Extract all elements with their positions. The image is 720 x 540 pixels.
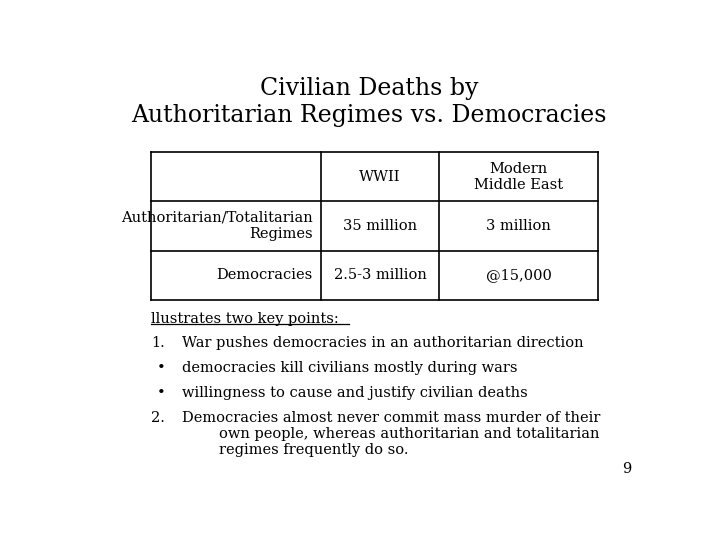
Text: •: • [157,386,166,400]
Text: 2.: 2. [151,411,166,425]
Text: •: • [157,361,166,375]
Text: Civilian Deaths by
Authoritarian Regimes vs. Democracies: Civilian Deaths by Authoritarian Regimes… [131,77,607,127]
Text: 9: 9 [622,462,631,476]
Text: willingness to cause and justify civilian deaths: willingness to cause and justify civilia… [182,386,528,400]
Text: Authoritarian/Totalitarian
Regimes: Authoritarian/Totalitarian Regimes [121,211,312,241]
Text: Democracies: Democracies [217,268,312,282]
Text: 1.: 1. [151,336,165,350]
Text: 2.5-3 million: 2.5-3 million [334,268,426,282]
Text: democracies kill civilians mostly during wars: democracies kill civilians mostly during… [182,361,518,375]
Text: Modern
Middle East: Modern Middle East [474,161,563,192]
Text: @15,000: @15,000 [485,268,552,282]
Text: 3 million: 3 million [486,219,551,233]
Text: WWII: WWII [359,170,401,184]
Text: llustrates two key points:: llustrates two key points: [151,312,339,326]
Text: War pushes democracies in an authoritarian direction: War pushes democracies in an authoritari… [182,336,584,350]
Text: Democracies almost never commit mass murder of their
        own people, whereas: Democracies almost never commit mass mur… [182,411,600,457]
Text: 35 million: 35 million [343,219,417,233]
